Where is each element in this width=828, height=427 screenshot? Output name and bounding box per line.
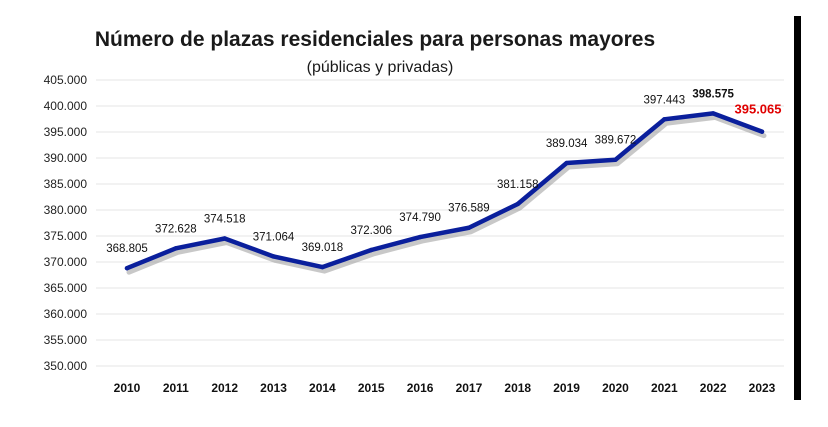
series-line xyxy=(124,111,767,275)
data-label: 389.672 xyxy=(595,135,637,147)
x-tick-label: 2017 xyxy=(456,381,483,395)
x-axis-ticks: 2010 2011 2012 2013 2014 2015 2016 2017 2018 2019… xyxy=(114,381,776,395)
data-point xyxy=(564,160,569,166)
data-label: 372.628 xyxy=(155,223,197,235)
data-point xyxy=(124,266,130,271)
data-label: 374.518 xyxy=(204,214,246,226)
data-point xyxy=(320,264,325,270)
chart-subtitle: (públicas y privadas) xyxy=(307,59,454,76)
data-point xyxy=(662,117,667,122)
y-tick-label: 355.000 xyxy=(44,333,88,347)
data-label: 369.018 xyxy=(302,242,344,254)
data-label: 371.064 xyxy=(253,231,295,243)
x-tick-label: 2021 xyxy=(651,381,678,395)
y-axis-ticks: 350.000 355.000 360.000 365.000 370.000 375.0… xyxy=(44,73,88,373)
data-point xyxy=(417,234,423,240)
x-tick-label: 2014 xyxy=(309,381,336,395)
x-tick-label: 2023 xyxy=(749,381,776,395)
data-point xyxy=(515,201,520,207)
y-tick-label: 380.000 xyxy=(44,203,88,217)
data-label: 376.589 xyxy=(448,203,490,215)
right-border-bar xyxy=(794,16,801,400)
data-label: 395.065 xyxy=(735,102,782,117)
data-point xyxy=(173,246,179,251)
series-line-path xyxy=(124,111,765,271)
data-point xyxy=(759,129,765,134)
data-label: 389.034 xyxy=(546,138,588,150)
y-tick-label: 385.000 xyxy=(44,177,88,191)
data-labels: 368.805 372.628 374.518 371.064 369.018 372.3… xyxy=(106,88,781,255)
x-tick-label: 2019 xyxy=(553,381,580,395)
y-tick-label: 390.000 xyxy=(44,151,88,165)
x-tick-label: 2022 xyxy=(700,381,727,395)
x-tick-label: 2020 xyxy=(602,381,629,395)
data-label: 372.306 xyxy=(350,225,392,237)
x-tick-label: 2010 xyxy=(114,381,141,395)
data-point xyxy=(613,157,618,162)
data-label: 398.575 xyxy=(692,88,734,100)
y-tick-label: 350.000 xyxy=(44,359,88,373)
y-tick-label: 395.000 xyxy=(44,125,88,139)
x-tick-label: 2013 xyxy=(260,381,287,395)
x-tick-label: 2015 xyxy=(358,381,385,395)
data-label: 374.790 xyxy=(399,212,441,224)
data-point xyxy=(222,236,227,241)
y-tick-label: 375.000 xyxy=(44,229,88,243)
data-point xyxy=(369,247,374,253)
y-tick-label: 360.000 xyxy=(44,307,88,321)
y-tick-label: 370.000 xyxy=(44,255,88,269)
x-tick-label: 2018 xyxy=(504,381,531,395)
y-tick-label: 405.000 xyxy=(44,73,88,87)
y-tick-label: 365.000 xyxy=(44,281,88,295)
data-label: 381.158 xyxy=(497,179,539,191)
x-tick-label: 2011 xyxy=(163,381,189,395)
series-shadow xyxy=(126,114,767,275)
data-point xyxy=(466,225,472,230)
y-tick-label: 400.000 xyxy=(44,99,88,113)
data-point xyxy=(710,111,716,116)
data-label: 397.443 xyxy=(644,94,686,106)
chart-title: Número de plazas residenciales para pers… xyxy=(95,28,655,51)
data-point xyxy=(271,254,276,259)
x-tick-label: 2012 xyxy=(211,381,238,395)
data-label: 368.805 xyxy=(106,243,148,255)
x-tick-label: 2016 xyxy=(407,381,434,395)
